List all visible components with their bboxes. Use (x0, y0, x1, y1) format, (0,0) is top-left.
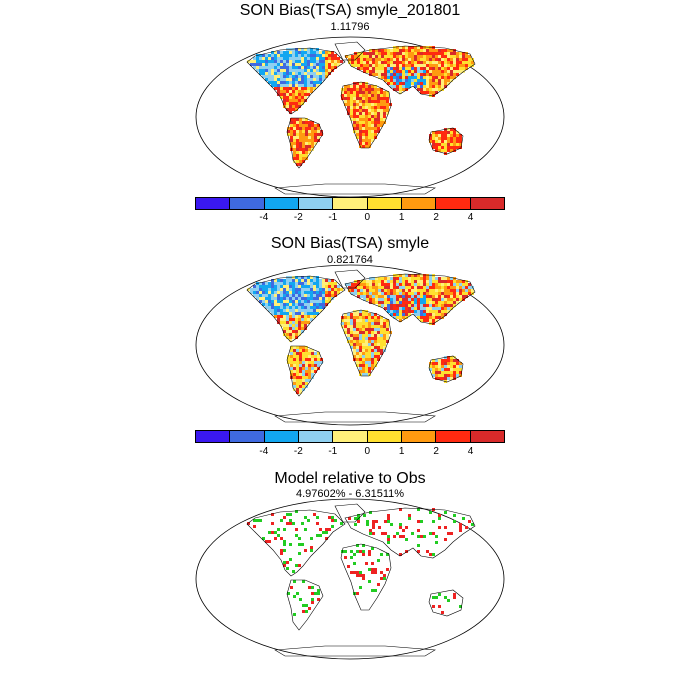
field-south-america (287, 580, 320, 616)
colorbar-swatch (436, 431, 471, 442)
colorbar-1-ticks: -4 -2 -1 0 1 2 4 (195, 212, 505, 226)
panel-2-subtitle: 0.821764 (327, 254, 373, 266)
coastline-antarctica (274, 183, 436, 195)
colorbar-2 (195, 430, 505, 443)
coastline-africa (340, 309, 392, 377)
field-eurasia (345, 274, 474, 325)
colorbar-swatch (333, 431, 368, 442)
field-south-america (287, 118, 323, 166)
field-eurasia (345, 46, 474, 97)
coastline-australia (428, 127, 464, 155)
field-north-america (247, 48, 343, 114)
colorbar-tick-label: -4 (259, 212, 269, 223)
colorbar-tick-label: 0 (364, 212, 370, 223)
colorbar-swatch (264, 431, 299, 442)
coastline-africa (340, 543, 392, 611)
colorbar-swatch (230, 431, 265, 442)
colorbar-1 (195, 197, 505, 210)
colorbar-swatch (470, 431, 504, 442)
coastline-north-america (246, 509, 346, 577)
colorbar-tick-label: 0 (364, 446, 370, 457)
panel-3-map (195, 498, 505, 660)
coastline-south-america (286, 345, 324, 397)
colorbar-tick-label: 1 (398, 446, 405, 457)
colorbar-tick-label: -2 (293, 212, 303, 223)
coastline-australia (428, 355, 464, 383)
coastline-greenland (334, 269, 366, 289)
coastline-antarctica (274, 411, 436, 423)
coastline-eurasia (344, 45, 476, 97)
coastline-south-america (286, 579, 324, 631)
colorbar-2-ticks: -4 -2 -1 0 1 2 4 (195, 446, 505, 460)
field-north-america (247, 276, 343, 342)
panel-1-map (195, 36, 505, 198)
coastline-eurasia (344, 273, 476, 325)
colorbar-tick-label: 4 (467, 446, 474, 457)
colorbar-swatch (436, 198, 471, 209)
colorbar-tick-label: -1 (328, 212, 338, 223)
coastline-australia (428, 589, 464, 617)
colorbar-tick-label: -1 (328, 446, 338, 457)
colorbar-swatch (298, 198, 334, 209)
coastline-eurasia (344, 507, 476, 559)
colorbar-swatch (367, 431, 402, 442)
panel-1-title: SON Bias(TSA) smyle_201801 (239, 2, 461, 19)
colorbar-swatch (401, 431, 437, 442)
field-north-america (247, 510, 343, 573)
colorbar-swatch (298, 431, 334, 442)
colorbar-swatch (196, 431, 231, 442)
panel-2-map (195, 264, 505, 426)
field-africa (341, 544, 389, 595)
colorbar-tick-label: -2 (293, 446, 303, 457)
colorbar-tick-label: -4 (259, 446, 269, 457)
field-australia (432, 593, 462, 614)
coastline-north-america (246, 47, 346, 115)
colorbar-swatch (367, 198, 402, 209)
colorbar-swatch (470, 198, 504, 209)
panel-3-title: Model relative to Obs (274, 470, 426, 487)
colorbar-tick-label: 4 (467, 212, 474, 223)
colorbar-swatch (333, 198, 368, 209)
field-eurasia (348, 508, 474, 556)
coastline-south-america (286, 117, 324, 169)
colorbar-swatch (230, 198, 265, 209)
panel-2-title: SON Bias(TSA) smyle (270, 235, 430, 252)
coastline-antarctica (274, 645, 436, 657)
coastline-greenland (334, 41, 366, 61)
field-africa (341, 310, 392, 376)
colorbar-tick-label: 2 (433, 212, 439, 223)
field-africa (341, 82, 392, 148)
coastline-greenland (334, 503, 366, 523)
panel-3-subtitle: 4.97602% - 6.31511% (295, 488, 405, 500)
colorbar-tick-label: 2 (433, 446, 439, 457)
coastline-africa (340, 81, 392, 149)
field-australia (429, 356, 462, 383)
coastline-north-america (246, 275, 346, 343)
panel-1-subtitle: 1.11796 (330, 21, 370, 33)
colorbar-swatch (264, 198, 299, 209)
colorbar-swatch (196, 198, 231, 209)
colorbar-swatch (401, 198, 437, 209)
colorbar-tick-label: 1 (398, 212, 405, 223)
